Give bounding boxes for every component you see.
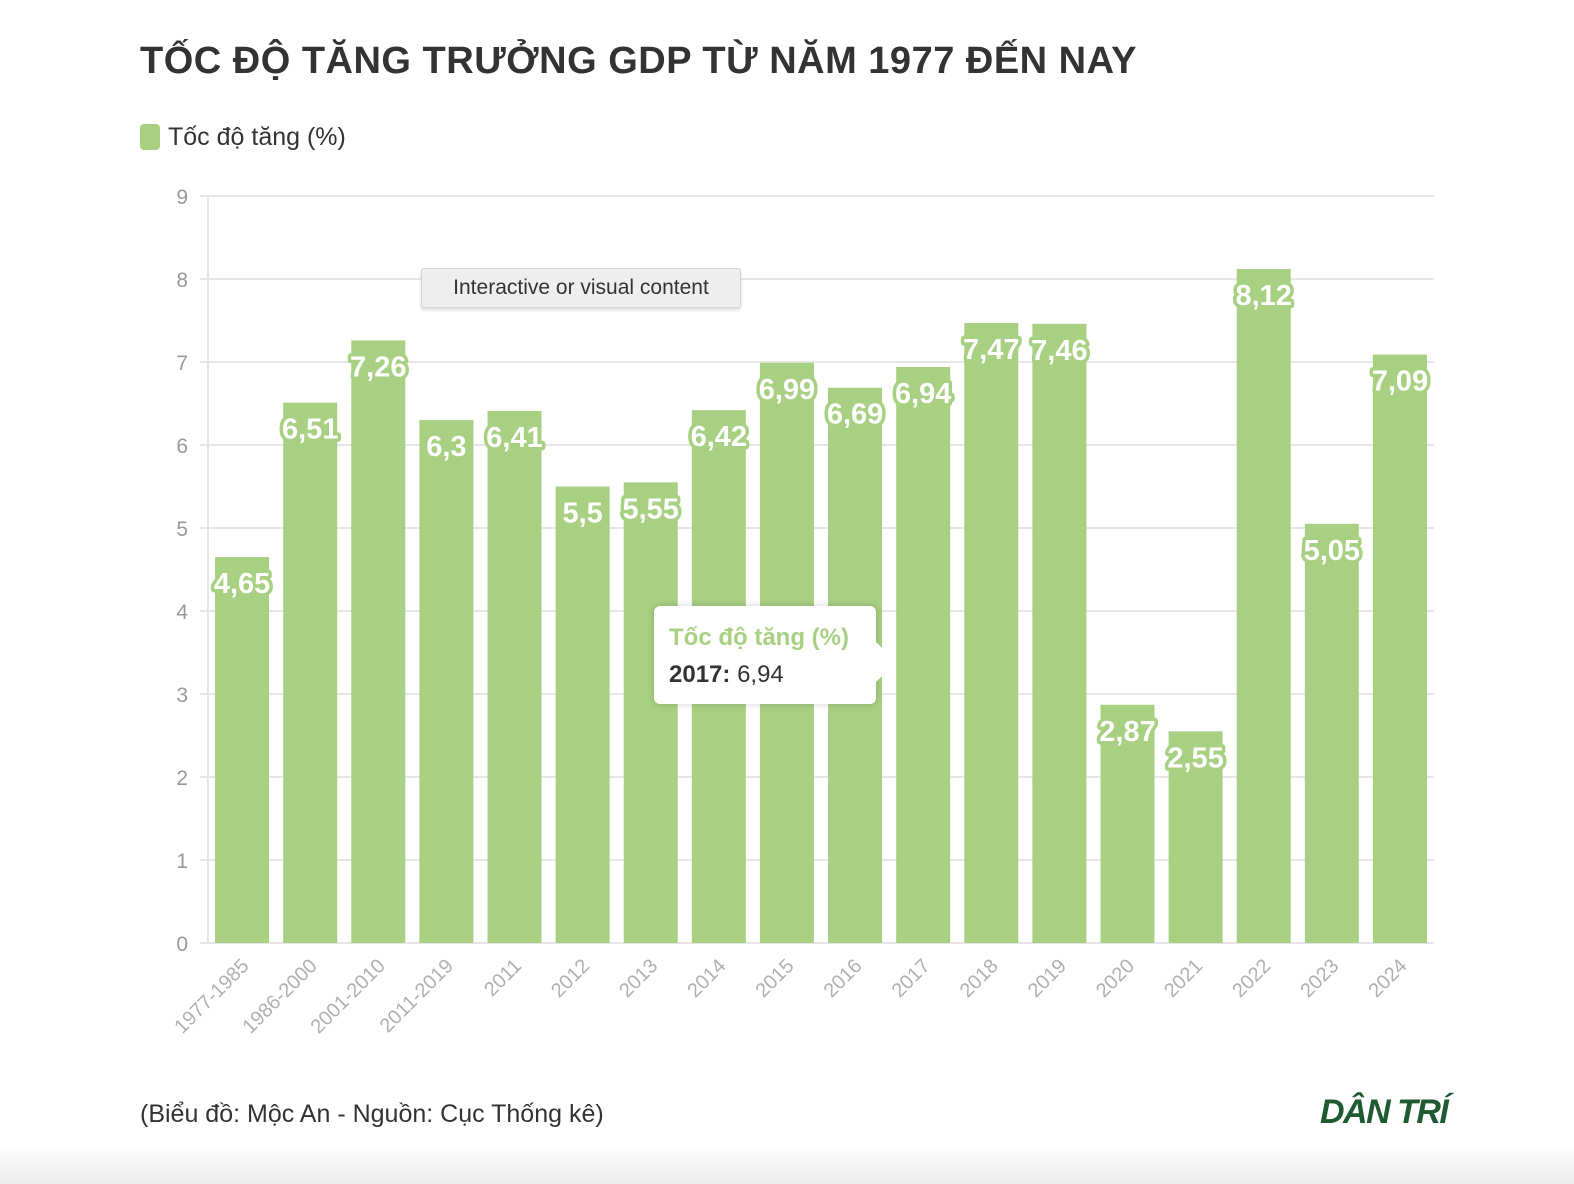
- x-tick-label: 2024: [1364, 955, 1411, 1002]
- x-tick-label: 2001-2010: [307, 955, 390, 1038]
- x-tick-label: 2016: [820, 955, 867, 1002]
- source-note: (Biểu đồ: Mộc An - Nguồn: Cục Thống kê): [140, 1100, 604, 1128]
- tooltip-value: 6,94: [737, 661, 784, 688]
- data-label: 6,41: [486, 422, 542, 454]
- x-tick-label: 2018: [956, 955, 1003, 1002]
- dantri-logo[interactable]: DÂN TRÍ: [1320, 1093, 1449, 1131]
- data-label: 6,69: [827, 399, 883, 431]
- data-label: 5,5: [562, 498, 602, 530]
- bars: [215, 269, 1427, 944]
- bar[interactable]: [896, 366, 951, 944]
- y-tick-label: 1: [176, 850, 188, 873]
- tooltip-category: 2017:: [669, 661, 731, 688]
- bar[interactable]: [283, 402, 338, 943]
- y-tick-label: 0: [176, 933, 188, 956]
- legend-label: Tốc độ tăng (%): [168, 122, 346, 151]
- page-bottom-shade: [0, 1144, 1574, 1184]
- tooltip-series-name: Tốc độ tăng (%): [669, 624, 849, 651]
- data-label: 6,42: [691, 421, 747, 453]
- data-label: 5,05: [1304, 535, 1360, 567]
- data-label: 6,94: [895, 378, 951, 410]
- legend[interactable]: Tốc độ tăng (%): [140, 122, 346, 152]
- y-tick-label: 2: [176, 767, 188, 790]
- legend-swatch: [140, 124, 160, 150]
- y-tick-label: 9: [176, 186, 188, 209]
- bar[interactable]: [964, 322, 1019, 943]
- bar[interactable]: [215, 557, 270, 943]
- x-tick-label: 2021: [1160, 955, 1207, 1002]
- bar[interactable]: [1304, 523, 1359, 943]
- x-tick-label: 2012: [547, 955, 594, 1002]
- data-label: 6,3: [426, 431, 466, 463]
- data-label: 7,46: [1031, 335, 1087, 367]
- data-label: 2,87: [1099, 716, 1155, 748]
- chart-title: TỐC ĐỘ TĂNG TRƯỞNG GDP TỪ NĂM 1977 ĐẾN N…: [140, 40, 1137, 82]
- data-label: 7,26: [350, 351, 406, 383]
- x-tick-label: 2014: [683, 955, 730, 1002]
- bar[interactable]: [419, 420, 474, 944]
- x-tick-label: 2020: [1092, 955, 1139, 1002]
- data-label: 8,12: [1235, 280, 1291, 312]
- data-label: 6,99: [759, 374, 815, 406]
- y-tick-label: 3: [176, 684, 188, 707]
- y-tick-label: 7: [176, 352, 188, 375]
- x-tick-label: 2017: [888, 955, 935, 1002]
- bar[interactable]: [351, 340, 406, 943]
- bar[interactable]: [1236, 269, 1291, 943]
- bar[interactable]: [1100, 704, 1155, 943]
- y-tick-label: 5: [176, 518, 188, 541]
- y-tick-label: 8: [176, 269, 188, 292]
- bar[interactable]: [1168, 731, 1223, 943]
- data-label: 4,65: [214, 568, 270, 600]
- y-tick-label: 4: [176, 601, 188, 624]
- interactive-content-note: Interactive or visual content: [421, 268, 741, 308]
- x-tick-label: 2011-2019: [376, 955, 458, 1037]
- y-tick-label: 6: [176, 435, 188, 458]
- bar[interactable]: [1372, 354, 1427, 943]
- data-labels: 4,65 6,51 7,26 6,3 6,41 5,5 5,55 6,42 6,99 6,69 6,…: [210, 277, 1431, 778]
- bar[interactable]: [487, 410, 542, 944]
- data-label: 2,55: [1167, 742, 1223, 774]
- bar[interactable]: [623, 482, 678, 943]
- x-tick-label: 2011: [480, 955, 526, 1001]
- data-label: 7,47: [963, 334, 1019, 366]
- x-tick-label: 2019: [1024, 955, 1071, 1002]
- data-label: 5,55: [622, 493, 678, 525]
- data-label: 7,09: [1372, 366, 1428, 398]
- x-tick-label: 2013: [615, 955, 662, 1002]
- hover-tooltip: Tốc độ tăng (%) 2017: 6,94: [654, 606, 896, 704]
- bar[interactable]: [555, 486, 610, 944]
- bar-chart: 0 1 2 3 4 5 6 7 8 9 4,65 6,51 7,26 6,3 6,41 5,5 5,55 6,4…: [170, 186, 1434, 1038]
- x-tick-label: 2022: [1228, 955, 1275, 1002]
- y-axis-ticks: 0 1 2 3 4 5 6 7 8 9: [176, 186, 188, 956]
- bar[interactable]: [1032, 323, 1087, 943]
- tooltip-line: 2017: 6,94: [669, 661, 784, 689]
- x-tick-label: 2023: [1296, 955, 1343, 1002]
- data-label: 6,51: [282, 414, 338, 446]
- x-tick-label: 2015: [751, 955, 798, 1002]
